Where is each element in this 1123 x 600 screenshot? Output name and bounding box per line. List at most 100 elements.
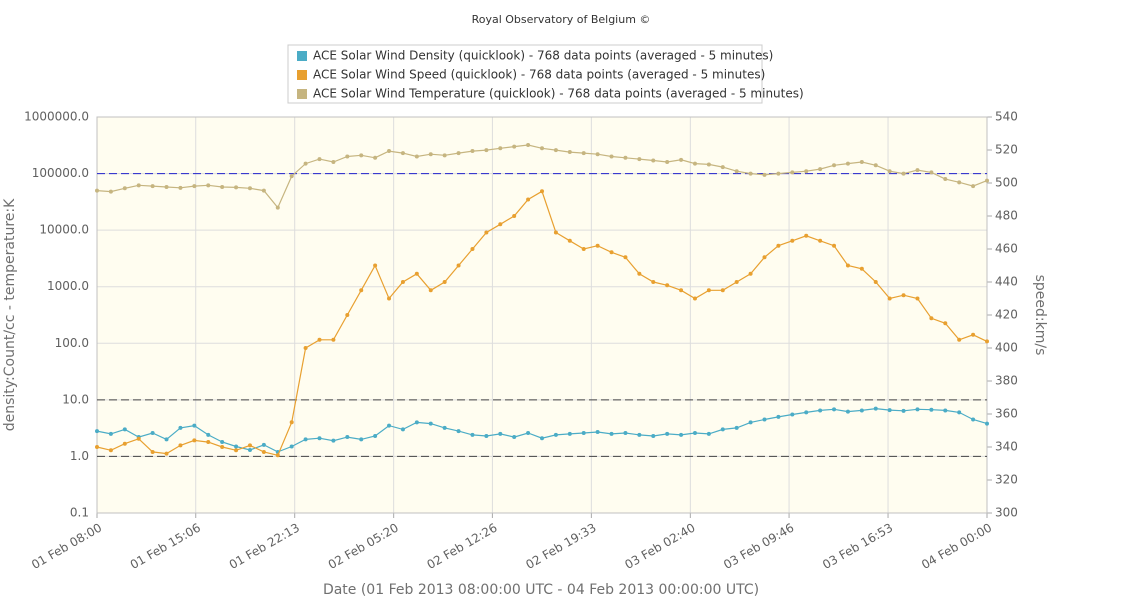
data-point bbox=[762, 255, 767, 260]
data-point bbox=[790, 170, 795, 175]
data-point bbox=[108, 448, 113, 453]
data-point bbox=[456, 263, 461, 268]
data-point bbox=[706, 431, 711, 436]
data-point bbox=[540, 146, 544, 151]
data-point bbox=[720, 427, 725, 432]
data-point bbox=[331, 438, 336, 443]
x-tick-label: 02 Feb 05:20 bbox=[326, 521, 401, 572]
data-point bbox=[150, 449, 155, 454]
data-point bbox=[484, 148, 489, 153]
legend-swatch[interactable] bbox=[297, 51, 307, 61]
data-point bbox=[943, 408, 948, 413]
data-point bbox=[887, 296, 892, 301]
data-point bbox=[957, 337, 962, 342]
data-point bbox=[442, 280, 447, 284]
data-point bbox=[345, 154, 350, 159]
data-point bbox=[915, 168, 920, 173]
x-tick-label: 04 Feb 00:00 bbox=[919, 521, 994, 572]
y2-tick-label: 300 bbox=[995, 506, 1018, 520]
data-point bbox=[567, 238, 572, 243]
data-point bbox=[470, 149, 475, 154]
data-point bbox=[637, 157, 642, 162]
data-point bbox=[859, 266, 864, 271]
data-point bbox=[734, 280, 739, 284]
data-point bbox=[317, 436, 322, 441]
data-point bbox=[414, 271, 419, 276]
data-point bbox=[442, 153, 447, 158]
data-point bbox=[498, 146, 503, 151]
data-point bbox=[234, 444, 239, 449]
data-point bbox=[345, 435, 350, 440]
data-point bbox=[95, 188, 99, 193]
data-point bbox=[595, 243, 600, 248]
data-point bbox=[331, 337, 336, 342]
data-point bbox=[804, 410, 809, 415]
data-point bbox=[581, 247, 586, 251]
y-axis-title: density:Count/cc - temperature:K bbox=[2, 198, 18, 431]
y2-tick-label: 500 bbox=[995, 176, 1018, 190]
data-point bbox=[720, 165, 725, 170]
data-point bbox=[484, 433, 489, 438]
data-point bbox=[220, 445, 225, 449]
data-point bbox=[985, 178, 989, 183]
data-point bbox=[122, 441, 127, 446]
data-point bbox=[192, 423, 197, 428]
x-tick-label: 01 Feb 15:06 bbox=[128, 521, 203, 572]
data-point bbox=[734, 169, 739, 174]
data-point bbox=[553, 148, 558, 153]
data-point bbox=[234, 185, 239, 190]
data-point bbox=[359, 288, 364, 293]
data-point bbox=[776, 243, 781, 248]
data-point bbox=[428, 421, 433, 426]
data-point bbox=[498, 222, 503, 227]
data-point bbox=[623, 430, 628, 435]
data-point bbox=[832, 243, 837, 248]
data-point bbox=[303, 437, 308, 442]
data-point bbox=[387, 296, 392, 301]
data-point bbox=[303, 346, 308, 350]
data-point bbox=[414, 420, 419, 425]
data-point bbox=[150, 184, 155, 189]
x-tick-label: 03 Feb 09:46 bbox=[721, 521, 796, 572]
legend-swatch[interactable] bbox=[297, 89, 307, 99]
legend-swatch[interactable] bbox=[297, 70, 307, 80]
data-point bbox=[303, 161, 308, 166]
y2-tick-label: 540 bbox=[995, 110, 1018, 124]
data-point bbox=[873, 280, 878, 284]
y-tick-label: 10.0 bbox=[62, 392, 89, 406]
y2-tick-label: 460 bbox=[995, 242, 1018, 256]
data-point bbox=[776, 171, 781, 176]
y2-tick-label: 380 bbox=[995, 374, 1018, 388]
data-point bbox=[261, 449, 266, 454]
data-point bbox=[387, 149, 392, 154]
data-point bbox=[247, 447, 252, 452]
data-point bbox=[748, 271, 753, 276]
data-point bbox=[526, 142, 531, 147]
data-point bbox=[901, 293, 906, 298]
data-point bbox=[595, 430, 600, 435]
data-point bbox=[887, 408, 892, 413]
data-point bbox=[247, 443, 252, 448]
data-point bbox=[637, 271, 642, 276]
data-point bbox=[95, 429, 99, 434]
data-point bbox=[929, 316, 934, 321]
y2-tick-label: 320 bbox=[995, 473, 1018, 487]
data-point bbox=[414, 154, 419, 159]
y-tick-label: 1000.0 bbox=[47, 279, 89, 293]
data-point bbox=[164, 184, 169, 189]
data-point bbox=[845, 409, 850, 414]
data-point bbox=[540, 436, 544, 441]
data-point bbox=[957, 410, 962, 415]
data-point bbox=[275, 205, 280, 210]
data-point bbox=[178, 443, 183, 448]
data-point bbox=[331, 160, 336, 165]
data-point bbox=[915, 407, 920, 412]
data-point bbox=[623, 255, 628, 260]
y2-axis-title: speed:km/s bbox=[1032, 275, 1048, 356]
y2-tick-label: 480 bbox=[995, 209, 1018, 223]
data-point bbox=[818, 408, 823, 413]
data-point bbox=[859, 160, 864, 165]
data-point bbox=[275, 453, 280, 458]
data-point bbox=[512, 214, 517, 218]
